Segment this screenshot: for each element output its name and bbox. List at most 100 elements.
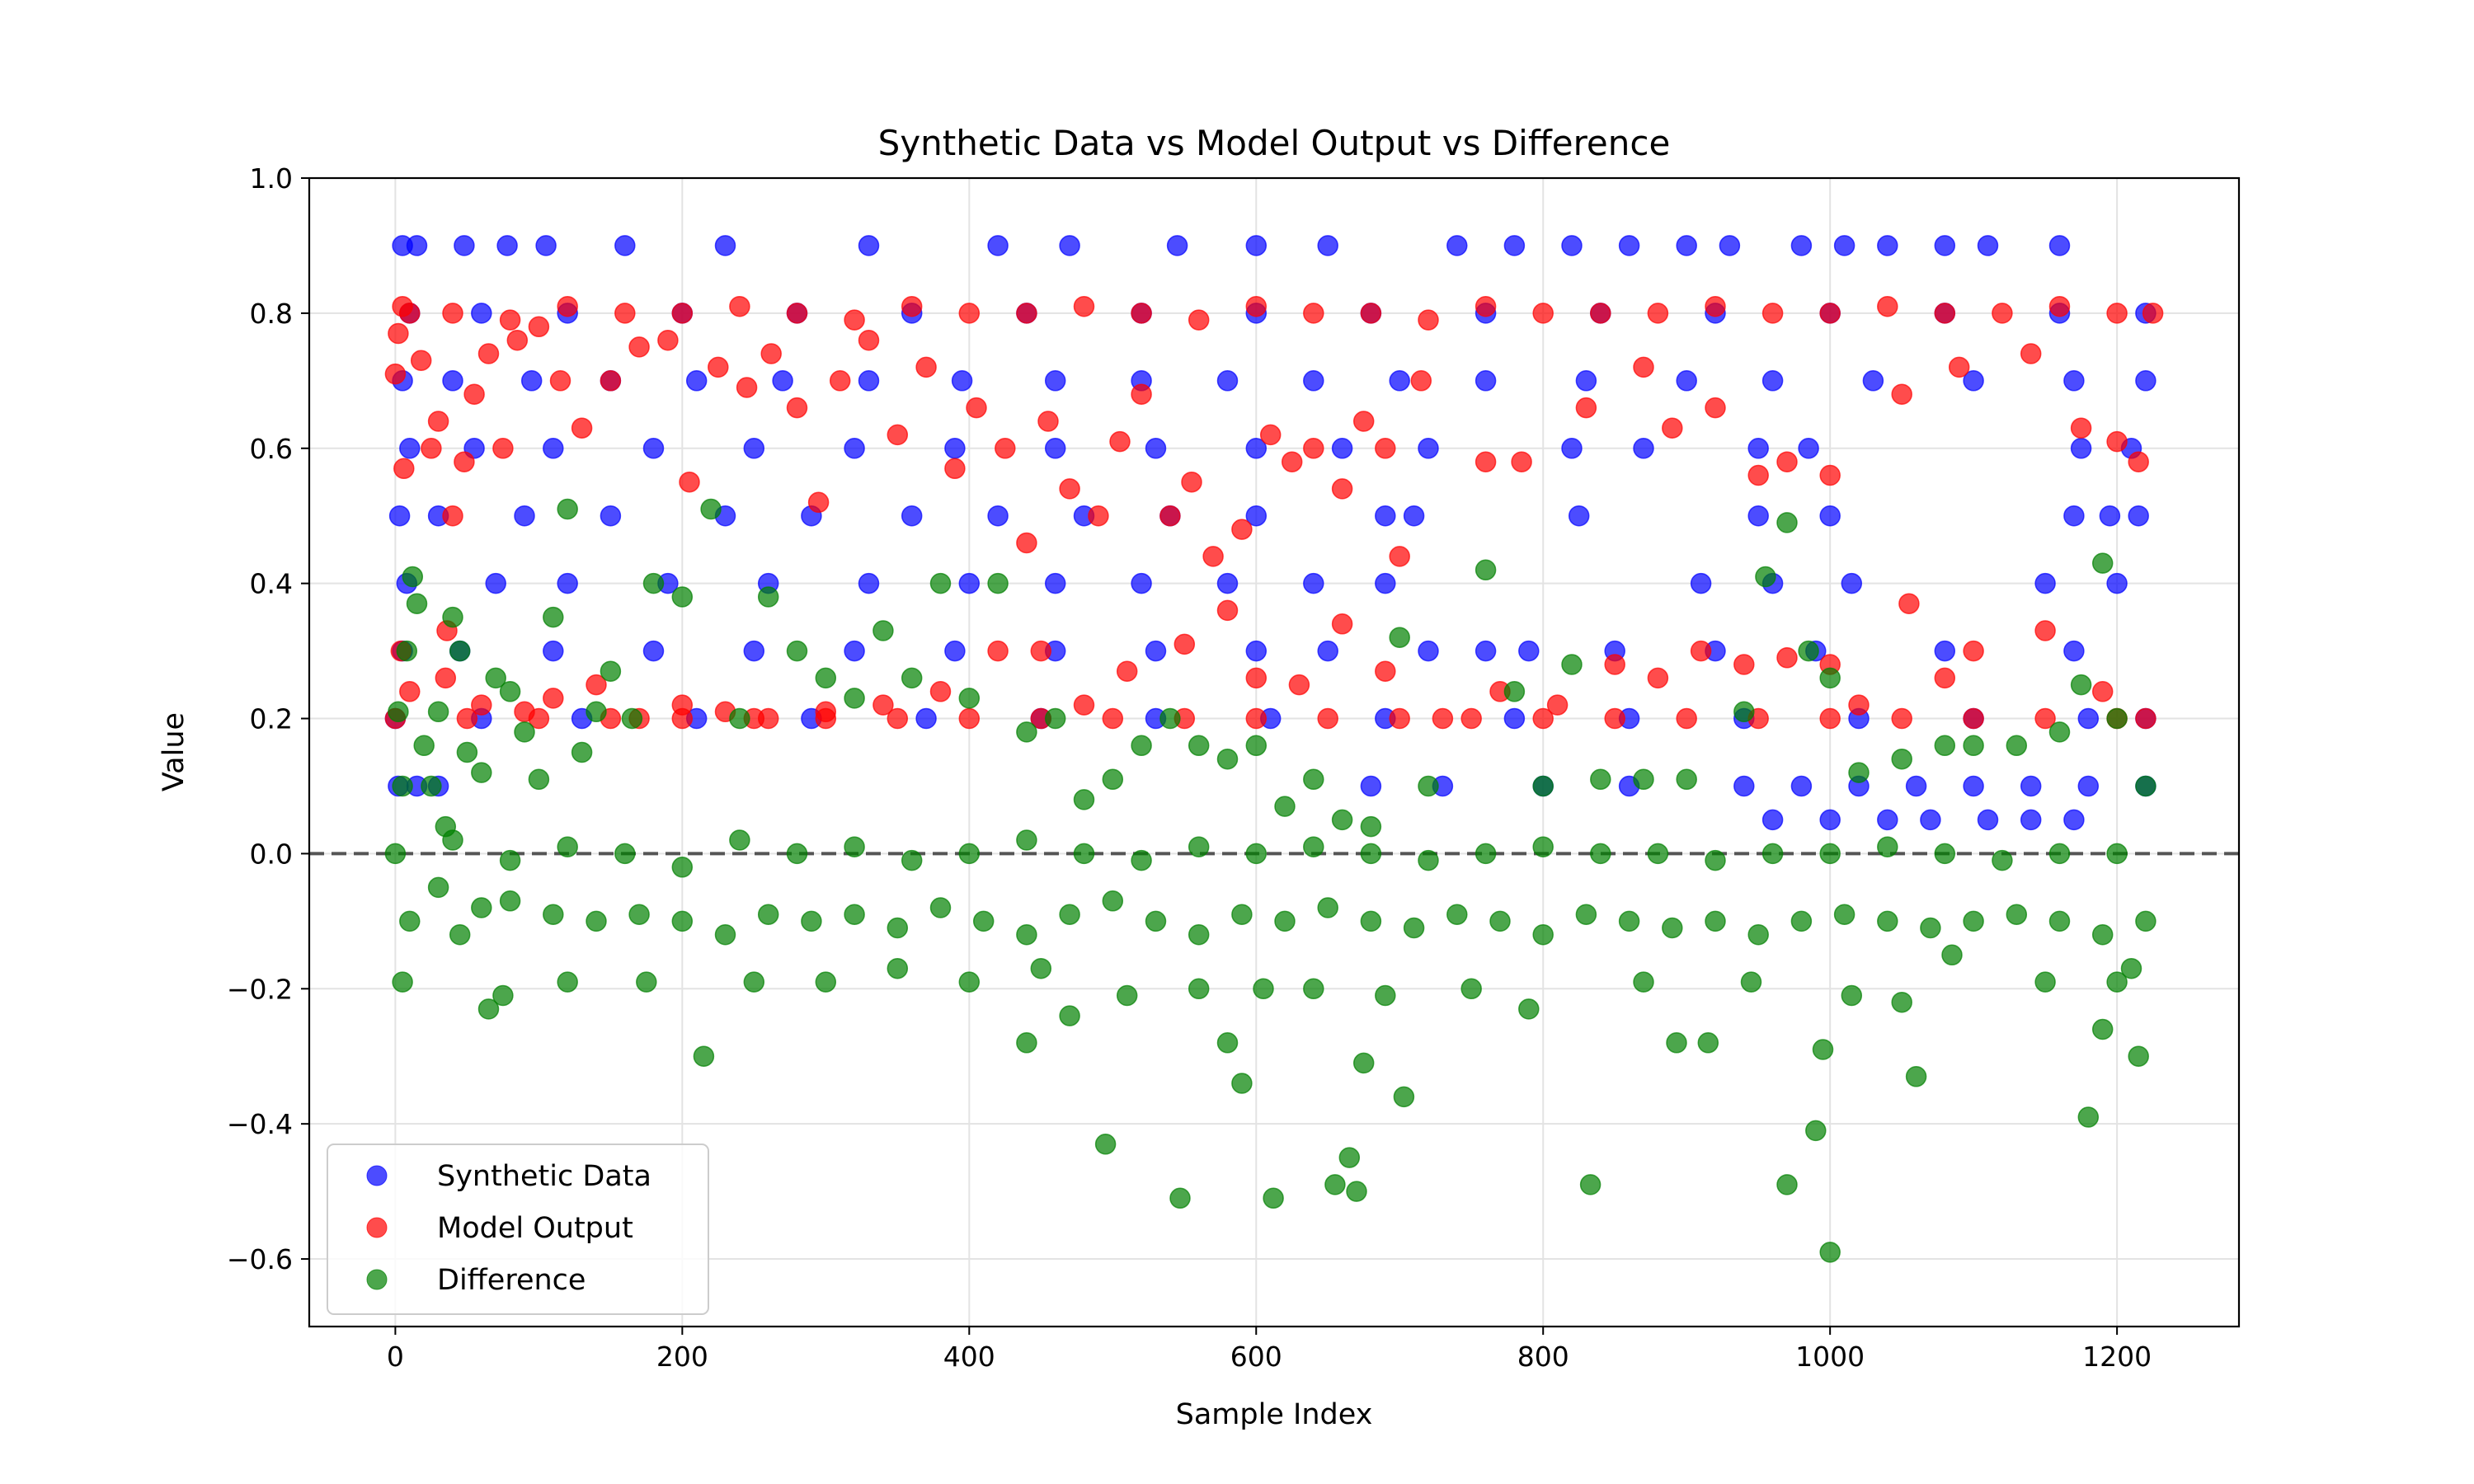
difference-point [1059,1005,1080,1026]
difference-point [442,829,463,851]
difference-point [929,897,952,918]
difference-point [477,998,500,1020]
synthetic-point [1568,505,1590,527]
legend-frame [327,1144,709,1315]
model-point [1016,303,1037,324]
difference-point [901,849,923,871]
difference-point [1303,978,1324,1000]
difference-point [1131,735,1152,757]
model-point [477,343,500,364]
difference-point [844,904,865,925]
model-point [786,397,808,419]
y-tick-label: 0.6 [250,433,293,465]
model-point [1604,707,1625,730]
difference-point [1360,843,1382,865]
synthetic-point [2020,809,2042,831]
synthetic-point [1245,235,1268,256]
difference-point [729,707,750,730]
model-point [2128,451,2149,472]
difference-point [1790,910,1813,932]
axis-ticks: 0 200 400 600 800 1000 1200 −0.6 −0.4 −0.2 0.0 0.2 0… [227,162,2152,1373]
synthetic-point [1331,438,1353,459]
difference-point [1159,707,1181,730]
synthetic-point [2106,572,2128,594]
difference-point [396,640,418,662]
synthetic-point [2135,370,2157,392]
synthetic-point [1877,235,1898,256]
difference-point [1338,1147,1361,1168]
difference-point [1375,984,1396,1007]
model-point [454,451,475,472]
difference-point [1618,910,1640,932]
difference-point [887,957,909,979]
y-tick-label: 0.8 [250,298,293,330]
model-point [708,356,729,378]
difference-point [2135,910,2157,932]
difference-point [757,904,779,925]
model-point [987,640,1009,662]
difference-point [1274,796,1296,817]
synthetic-point [1747,438,1769,459]
difference-point [1819,1242,1841,1263]
model-point [1647,667,1669,689]
model-point [435,667,457,689]
difference-point [586,910,607,932]
difference-point [1891,748,1912,770]
difference-point [786,843,808,865]
synthetic-point [844,640,865,662]
synthetic-point [1303,370,1324,392]
synthetic-point [2063,370,2085,392]
difference-point [1393,1086,1415,1108]
model-point [1963,640,1984,662]
model-point [1992,303,2013,324]
synthetic-point [535,235,557,256]
difference-point [1016,1032,1037,1054]
legend-marker-difference [366,1269,388,1290]
difference-point [815,971,837,993]
synthetic-point [1059,235,1080,256]
difference-point [1740,971,1762,993]
model-point [1776,451,1798,472]
legend-label-difference: Difference [437,1264,586,1297]
synthetic-point [1044,370,1066,392]
difference-point [413,735,435,757]
model-point [958,303,981,324]
synthetic-point [1475,640,1497,662]
synthetic-point [2077,707,2100,730]
difference-point [1274,910,1296,932]
difference-point [621,707,643,730]
model-point [543,688,564,709]
difference-point [1489,910,1511,932]
difference-point [700,498,722,520]
difference-point [1030,957,1052,979]
difference-point [514,721,535,743]
synthetic-point [2099,505,2121,527]
model-point [1389,707,1410,730]
difference-point [399,910,421,932]
synthetic-point [2020,775,2042,797]
difference-point [2128,1045,2149,1067]
model-point [1898,593,1920,614]
model-point [1475,295,1497,317]
difference-point [528,768,550,791]
synthetic-point [1963,775,1984,797]
model-point [807,491,830,514]
model-point [671,707,694,730]
model-point [427,411,449,432]
model-point [1188,309,1210,331]
model-point [1934,303,1956,324]
difference-point [1666,1032,1687,1054]
difference-point [1833,904,1856,925]
difference-point [1819,843,1841,865]
synthetic-point [2070,438,2092,459]
difference-point [1761,843,1784,865]
model-point [1705,295,1726,317]
difference-point [1131,849,1152,871]
synthetic-point [2063,809,2085,831]
model-point [995,438,1016,459]
model-point [492,438,514,459]
synthetic-point [2048,235,2071,256]
difference-point [614,843,636,865]
difference-point [1073,789,1095,810]
legend-entry-difference: Difference [366,1264,586,1297]
